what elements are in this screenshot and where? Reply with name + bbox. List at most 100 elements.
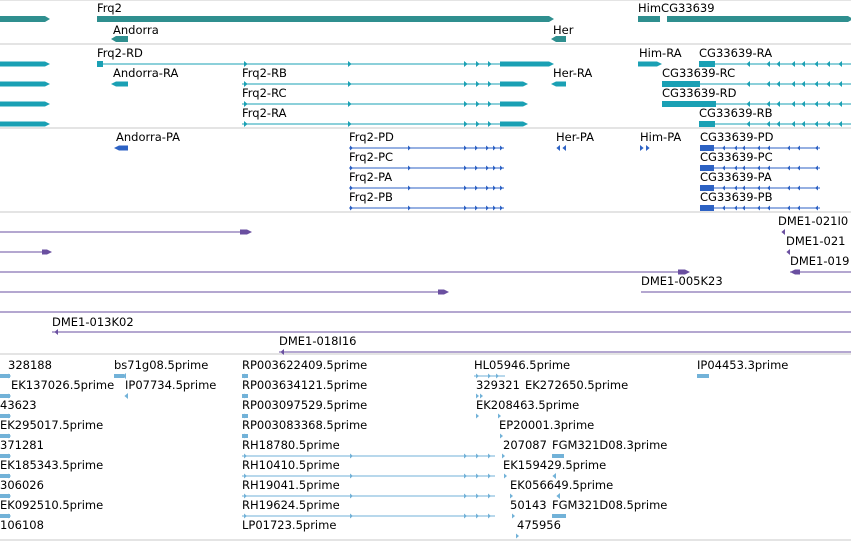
strand-arrow[interactable] xyxy=(500,165,503,171)
strand-arrow[interactable] xyxy=(122,373,126,379)
strand-arrow[interactable] xyxy=(791,61,795,67)
strand-arrow[interactable] xyxy=(562,145,566,151)
strand-arrow[interactable] xyxy=(348,61,352,67)
strand-arrow[interactable] xyxy=(797,145,800,151)
strand-arrow[interactable] xyxy=(348,101,352,107)
transcript-label[interactable]: CG33639-RD xyxy=(662,86,737,100)
strand-arrow[interactable] xyxy=(8,433,11,439)
strand-arrow[interactable] xyxy=(464,453,467,459)
strand-arrow[interactable] xyxy=(350,185,353,191)
strand-arrow[interactable] xyxy=(488,513,491,519)
strand-arrow[interactable] xyxy=(742,185,745,191)
feature-block[interactable] xyxy=(242,394,248,398)
est-label[interactable]: LP01723.5prime xyxy=(242,518,337,532)
strand-arrow[interactable] xyxy=(350,453,353,459)
est-label[interactable]: 328188 xyxy=(8,358,52,372)
feature-block[interactable] xyxy=(638,16,660,22)
feature-block[interactable] xyxy=(42,249,52,255)
gene-label[interactable]: Frq2 xyxy=(97,1,122,15)
feature-block[interactable] xyxy=(242,434,248,438)
strand-arrow[interactable] xyxy=(476,101,480,107)
strand-arrow[interactable] xyxy=(504,473,507,479)
est-label[interactable]: EK159429.5prime xyxy=(503,458,607,472)
feature-block[interactable] xyxy=(0,16,50,22)
strand-arrow[interactable] xyxy=(787,185,790,191)
strand-arrow[interactable] xyxy=(350,493,353,499)
strand-arrow[interactable] xyxy=(8,393,11,399)
strand-arrow[interactable] xyxy=(776,81,780,87)
strand-arrow[interactable] xyxy=(500,185,503,191)
strand-arrow[interactable] xyxy=(734,145,737,151)
strand-arrow[interactable] xyxy=(767,185,770,191)
feature-block[interactable] xyxy=(700,101,716,107)
feature-block[interactable] xyxy=(0,81,50,87)
strand-arrow[interactable] xyxy=(493,185,496,191)
est-label[interactable]: EK056649.5prime xyxy=(510,478,614,492)
strand-arrow[interactable] xyxy=(757,165,760,171)
strand-arrow[interactable] xyxy=(787,205,790,211)
strand-arrow[interactable] xyxy=(408,185,411,191)
strand-arrow[interactable] xyxy=(475,205,478,211)
strand-arrow[interactable] xyxy=(500,205,503,211)
protein-label[interactable]: Andorra-PA xyxy=(116,130,181,144)
strand-arrow[interactable] xyxy=(722,165,725,171)
strand-arrow[interactable] xyxy=(734,205,737,211)
transcript-label[interactable]: CG33639-RB xyxy=(699,106,773,120)
strand-arrow[interactable] xyxy=(350,145,353,151)
est-label[interactable]: RH18780.5prime xyxy=(242,438,340,452)
strand-arrow[interactable] xyxy=(746,121,750,127)
strand-arrow[interactable] xyxy=(476,393,479,399)
feature-block[interactable] xyxy=(114,145,128,151)
strand-arrow[interactable] xyxy=(500,433,503,439)
strand-arrow[interactable] xyxy=(475,145,478,151)
strand-arrow[interactable] xyxy=(244,453,247,459)
protein-label[interactable]: CG33639-PA xyxy=(700,170,772,184)
feature-block[interactable] xyxy=(0,514,10,518)
feature-block[interactable] xyxy=(438,289,449,295)
est-label[interactable]: RH19041.5prime xyxy=(242,478,340,492)
strand-arrow[interactable] xyxy=(742,205,745,211)
feature-block[interactable] xyxy=(0,121,50,127)
strand-arrow[interactable] xyxy=(464,145,467,151)
strand-arrow[interactable] xyxy=(776,101,780,107)
strand-arrow[interactable] xyxy=(556,145,560,151)
strand-arrow[interactable] xyxy=(791,81,795,87)
clone-label[interactable]: DME1-021I0 xyxy=(778,214,849,228)
strand-arrow[interactable] xyxy=(496,373,499,379)
feature-block[interactable] xyxy=(500,121,528,127)
protein-label[interactable]: Him-PA xyxy=(640,130,682,144)
strand-arrow[interactable] xyxy=(244,81,248,87)
strand-arrow[interactable] xyxy=(350,205,353,211)
strand-arrow[interactable] xyxy=(814,121,818,127)
strand-arrow[interactable] xyxy=(280,349,284,355)
strand-arrow[interactable] xyxy=(742,165,745,171)
strand-arrow[interactable] xyxy=(742,145,745,151)
strand-arrow[interactable] xyxy=(488,81,492,87)
strand-arrow[interactable] xyxy=(552,473,556,479)
feature-block[interactable] xyxy=(0,454,10,458)
feature-block[interactable] xyxy=(700,185,714,191)
feature-block[interactable] xyxy=(0,474,10,478)
strand-arrow[interactable] xyxy=(488,373,491,379)
feature-block[interactable] xyxy=(500,101,528,107)
feature-block[interactable] xyxy=(500,81,528,87)
strand-arrow[interactable] xyxy=(500,145,503,151)
strand-arrow[interactable] xyxy=(766,61,770,67)
feature-block[interactable] xyxy=(697,374,709,378)
strand-arrow[interactable] xyxy=(476,513,479,519)
protein-label[interactable]: Her-PA xyxy=(556,130,594,144)
strand-arrow[interactable] xyxy=(722,185,725,191)
strand-arrow[interactable] xyxy=(476,473,479,479)
strand-arrow[interactable] xyxy=(8,493,11,499)
strand-arrow[interactable] xyxy=(493,145,496,151)
strand-arrow[interactable] xyxy=(766,101,770,107)
strand-arrow[interactable] xyxy=(722,145,725,151)
strand-arrow[interactable] xyxy=(797,205,800,211)
strand-arrow[interactable] xyxy=(510,493,513,499)
strand-arrow[interactable] xyxy=(486,205,489,211)
feature-block[interactable] xyxy=(0,494,10,498)
transcript-label[interactable]: Frq2-RC xyxy=(242,86,287,100)
strand-arrow[interactable] xyxy=(722,205,725,211)
strand-arrow[interactable] xyxy=(797,185,800,191)
strand-arrow[interactable] xyxy=(244,101,248,107)
